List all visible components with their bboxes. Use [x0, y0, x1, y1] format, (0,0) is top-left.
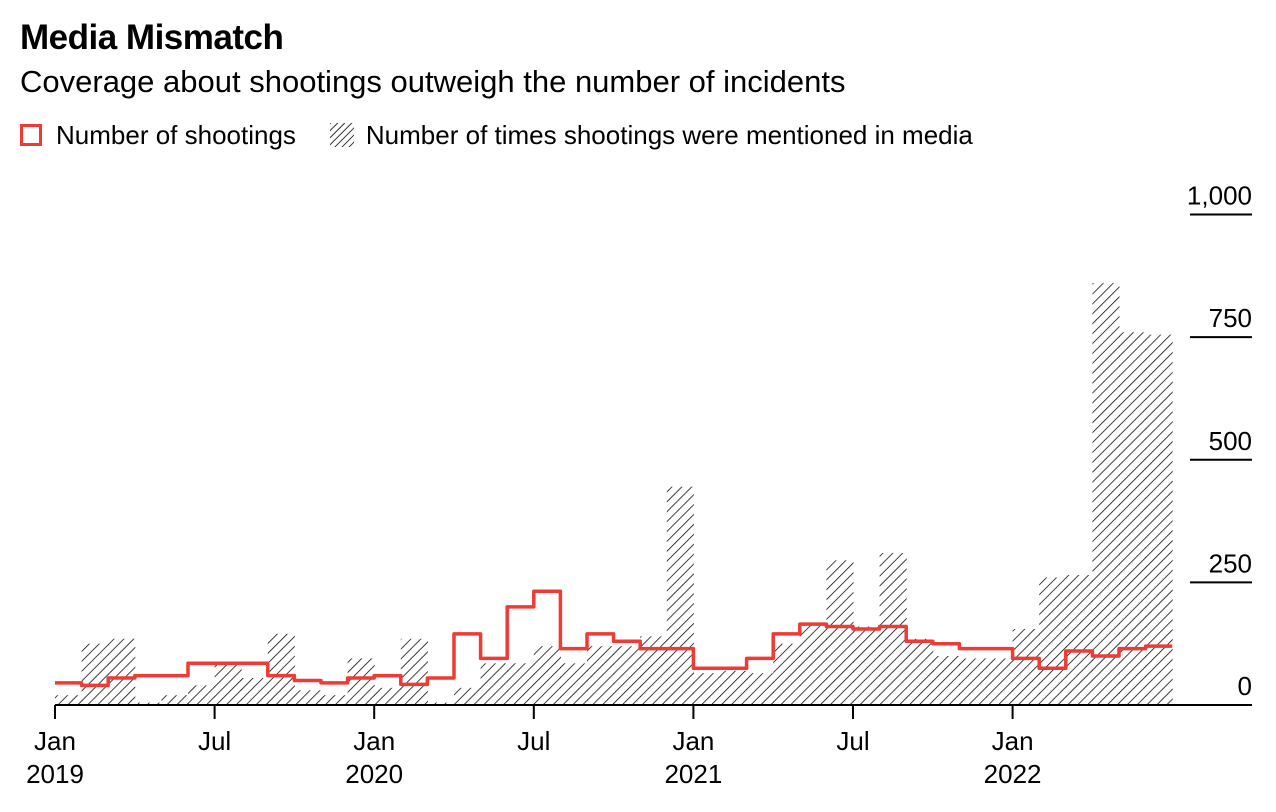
x-tick-label: Jul — [198, 726, 231, 756]
mentions-bar — [454, 687, 482, 705]
mentions-bar — [587, 646, 615, 705]
mentions-bar — [773, 643, 801, 705]
mentions-bar — [267, 633, 295, 705]
x-tick-label: Jan — [34, 726, 76, 756]
y-tick-label-750: 750 — [1209, 303, 1252, 333]
mentions-bar — [720, 670, 748, 705]
mentions-bar — [188, 685, 216, 705]
mentions-bar — [1145, 334, 1173, 705]
mentions-bar — [241, 678, 269, 705]
mentions-bar — [374, 687, 402, 705]
mentions-bar — [959, 658, 987, 705]
mentions-bar — [799, 624, 827, 705]
mentions-bar — [879, 552, 907, 705]
mentions-bar — [1092, 283, 1120, 705]
y-tick-label-0: 0 — [1238, 671, 1252, 701]
y-tick-label-250: 250 — [1209, 548, 1252, 578]
mentions-bar — [826, 560, 854, 705]
mentions-bar — [853, 626, 881, 705]
shootings-step-line — [55, 589, 1173, 688]
y-tick-label-1000: 1,000 — [1187, 181, 1252, 211]
mentions-bar — [666, 486, 694, 705]
mentions-bar — [932, 655, 960, 705]
x-tick-year-label: 2020 — [345, 759, 403, 789]
x-tick-label: Jan — [353, 726, 395, 756]
mentions-bar — [400, 638, 428, 705]
x-tick-year-label: 2022 — [984, 759, 1042, 789]
x-tick-label: Jul — [517, 726, 550, 756]
mentions-bar — [161, 695, 189, 705]
legend: Number of shootings Number of times shoo… — [20, 118, 1007, 152]
mentions-bar — [560, 663, 588, 705]
legend-label-mentions: Number of times shootings were mentioned… — [365, 119, 973, 150]
mentions-bar — [1119, 332, 1147, 705]
mentions-bar — [134, 702, 162, 705]
mentions-bar — [294, 690, 322, 705]
mentions-bar — [906, 638, 934, 705]
y-tick-label-500: 500 — [1209, 426, 1252, 456]
mentions-bar — [81, 643, 109, 705]
chart-subtitle: Coverage about shootings outweigh the nu… — [20, 64, 846, 99]
legend-item-mentions: Number of times shootings were mentioned… — [329, 119, 973, 151]
x-tick-year-label: 2019 — [26, 759, 84, 789]
mentions-bar — [214, 663, 242, 705]
mentions-bar — [427, 702, 455, 705]
mentions-bar — [746, 673, 774, 705]
mentions-bar — [640, 636, 668, 705]
mentions-bar — [1039, 577, 1067, 705]
x-tick-label: Jan — [672, 726, 714, 756]
legend-label-shootings: Number of shootings — [56, 119, 296, 150]
mentions-bar — [321, 695, 349, 705]
x-tick-label: Jan — [992, 726, 1034, 756]
mentions-bar — [533, 646, 561, 705]
mentions-bar — [1065, 575, 1093, 705]
mentions-bar — [693, 673, 721, 705]
mentions-bar — [507, 663, 535, 705]
mentions-bar — [1012, 628, 1040, 705]
x-tick-label: Jul — [836, 726, 869, 756]
mentions-bar — [55, 695, 83, 705]
mentions-bar — [480, 663, 508, 705]
mentions-bar — [986, 658, 1014, 705]
mentions-bar — [108, 638, 136, 705]
mentions-bar — [347, 658, 375, 705]
chart-title: Media Mismatch — [20, 18, 284, 57]
x-tick-year-label: 2021 — [664, 759, 722, 789]
mentions-bar — [613, 646, 641, 705]
legend-swatch-shootings — [20, 124, 42, 146]
legend-item-shootings: Number of shootings — [20, 120, 296, 151]
legend-swatch-mentions — [329, 123, 354, 147]
